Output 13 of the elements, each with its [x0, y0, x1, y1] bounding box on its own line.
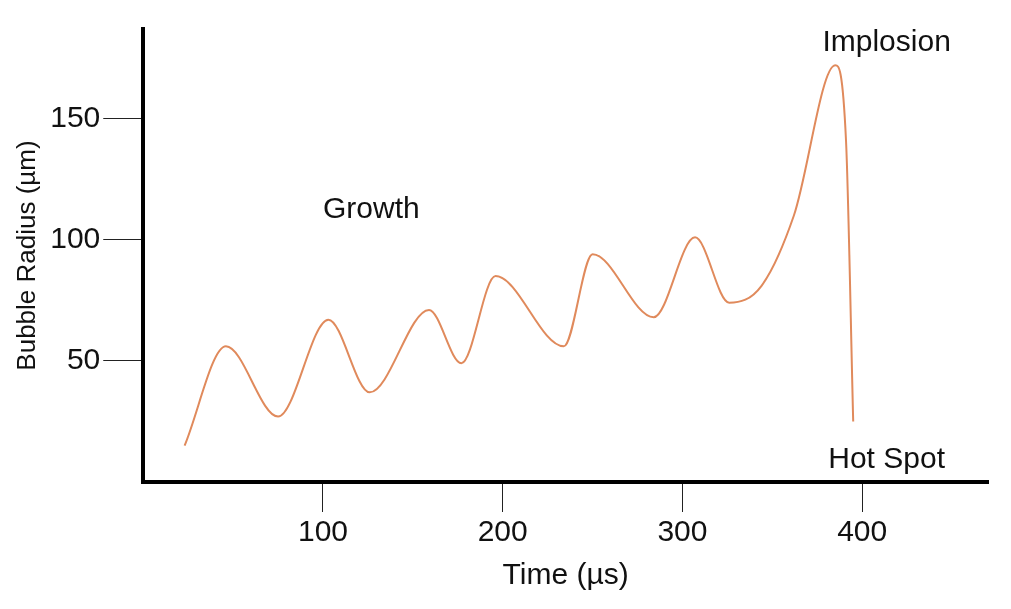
annotation: Growth: [322, 191, 420, 225]
y-tick-label: 100: [50, 221, 101, 255]
x-axis-title: Time (µs): [502, 557, 629, 591]
x-tick-label: 300: [657, 514, 708, 548]
y-tick-label: 150: [50, 99, 101, 133]
x-tick-label: 100: [297, 514, 349, 548]
x-tick-label: 200: [477, 514, 528, 548]
x-tick-label: 400: [837, 514, 888, 548]
y-axis-title: Bubble Radius (µm): [10, 140, 41, 371]
annotation: Hot Spot: [828, 440, 946, 474]
line-series: [183, 64, 855, 447]
y-tick-label: 50: [66, 342, 101, 376]
annotation: Implosion: [822, 23, 951, 57]
